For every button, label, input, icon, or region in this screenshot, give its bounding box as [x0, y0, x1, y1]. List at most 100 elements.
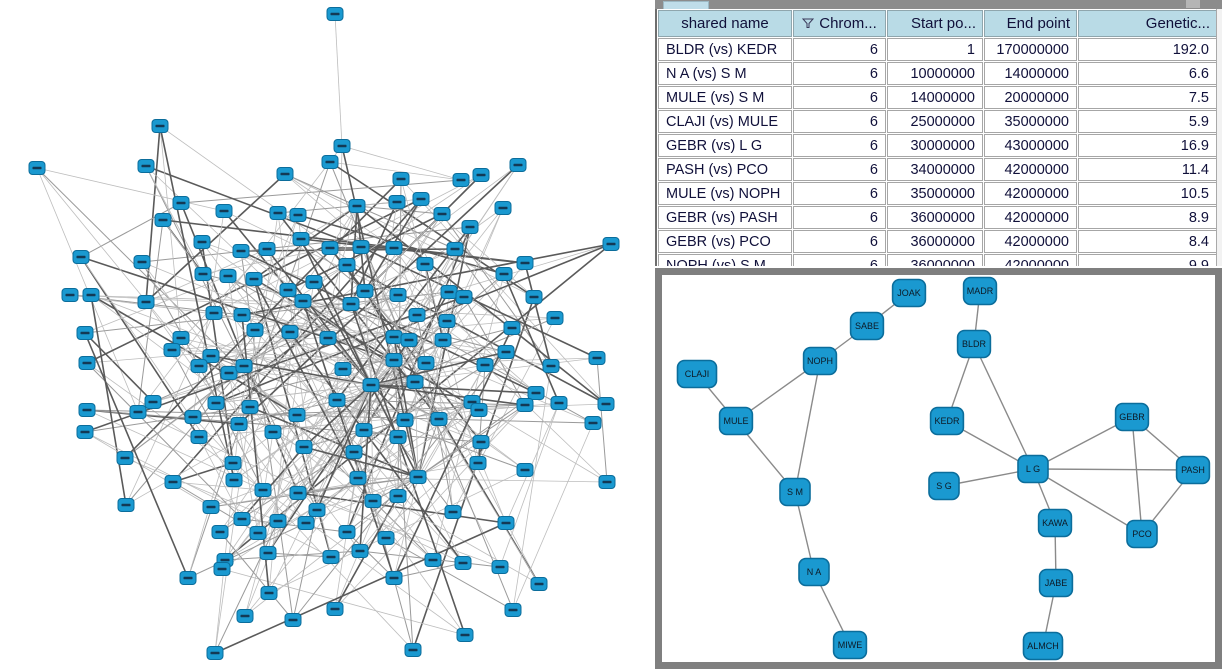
graph-node[interactable]	[326, 7, 344, 21]
graph-node[interactable]	[294, 294, 312, 308]
node-PCO[interactable]: PCO	[1126, 519, 1158, 549]
cell-value[interactable]: 6	[793, 230, 886, 253]
graph-node[interactable]	[249, 526, 267, 540]
graph-node[interactable]	[82, 288, 100, 302]
graph-node[interactable]	[205, 306, 223, 320]
node-GEBR[interactable]: GEBR	[1114, 402, 1150, 432]
graph-node[interactable]	[319, 331, 337, 345]
graph-node[interactable]	[215, 204, 233, 218]
cell-value[interactable]: 10.5	[1078, 182, 1217, 205]
cell-shared-name[interactable]: BLDR (vs) KEDR	[658, 38, 792, 61]
cell-shared-name[interactable]: MULE (vs) NOPH	[658, 182, 792, 205]
cell-value[interactable]: 16.9	[1078, 134, 1217, 157]
column-header-0[interactable]: shared name	[658, 10, 792, 37]
node-MULE[interactable]: MULE	[718, 406, 754, 436]
column-header-4[interactable]: Genetic...	[1078, 10, 1217, 37]
filter-funnel-icon[interactable]	[802, 18, 815, 29]
graph-node[interactable]	[254, 483, 272, 497]
graph-node[interactable]	[389, 288, 407, 302]
graph-node[interactable]	[588, 351, 606, 365]
cell-value[interactable]: 7.5	[1078, 86, 1217, 109]
graph-node[interactable]	[440, 285, 458, 299]
graph-node[interactable]	[202, 349, 220, 363]
graph-node[interactable]	[446, 242, 464, 256]
filtered-network-canvas[interactable]: JOAK SABE NOPH CLAJI MULE S M N A MIWE MADR BLDR K…	[662, 275, 1215, 662]
cell-value[interactable]: 8.9	[1078, 206, 1217, 229]
graph-node[interactable]	[245, 272, 263, 286]
cell-value[interactable]: 6	[793, 158, 886, 181]
graph-node[interactable]	[163, 343, 181, 357]
graph-node[interactable]	[385, 330, 403, 344]
graph-node[interactable]	[230, 417, 248, 431]
table-row[interactable]: GEBR (vs) PASH 6 36000000 42000000 8.9	[658, 206, 1217, 229]
graph-node[interactable]	[389, 430, 407, 444]
graph-node[interactable]	[416, 257, 434, 271]
graph-node[interactable]	[137, 295, 155, 309]
node-JABE[interactable]: JABE	[1038, 568, 1074, 598]
graph-node[interactable]	[172, 196, 190, 210]
graph-node[interactable]	[546, 311, 564, 325]
network-edge[interactable]	[1032, 468, 1194, 471]
graph-node[interactable]	[461, 220, 479, 234]
graph-node[interactable]	[434, 333, 452, 347]
graph-node[interactable]	[424, 553, 442, 567]
node-S-G[interactable]: S G	[928, 471, 960, 501]
graph-node[interactable]	[321, 155, 339, 169]
graph-node[interactable]	[351, 544, 369, 558]
cell-value[interactable]: 6	[793, 182, 886, 205]
cell-value[interactable]: 42000000	[984, 230, 1077, 253]
graph-node[interactable]	[430, 412, 448, 426]
cell-shared-name[interactable]: GEBR (vs) PASH	[658, 206, 792, 229]
graph-node[interactable]	[598, 475, 616, 489]
graph-node[interactable]	[362, 378, 380, 392]
graph-node[interactable]	[292, 232, 310, 246]
cell-value[interactable]: 6	[793, 86, 886, 109]
graph-node[interactable]	[385, 571, 403, 585]
graph-node[interactable]	[456, 628, 474, 642]
graph-node[interactable]	[338, 258, 356, 272]
graph-node[interactable]	[530, 577, 548, 591]
graph-node[interactable]	[542, 359, 560, 373]
node-NOPH[interactable]: NOPH	[802, 346, 838, 376]
graph-node[interactable]	[129, 405, 147, 419]
graph-node[interactable]	[364, 494, 382, 508]
graph-node[interactable]	[219, 269, 237, 283]
network-edge[interactable]	[794, 360, 821, 493]
table-row[interactable]: N A (vs) S M 6 10000000 14000000 6.6	[658, 62, 1217, 85]
graph-node[interactable]	[297, 516, 315, 530]
graph-node[interactable]	[444, 505, 462, 519]
graph-node[interactable]	[396, 413, 414, 427]
network-edge[interactable]	[1032, 468, 1143, 535]
table-row[interactable]: CLAJI (vs) MULE 6 25000000 35000000 5.9	[658, 110, 1217, 133]
graph-node[interactable]	[326, 602, 344, 616]
graph-node[interactable]	[72, 250, 90, 264]
network-edge[interactable]	[973, 343, 1034, 470]
graph-node[interactable]	[190, 430, 208, 444]
graph-node[interactable]	[295, 440, 313, 454]
node-CLAJI[interactable]: CLAJI	[676, 359, 718, 389]
graph-node[interactable]	[76, 326, 94, 340]
graph-node[interactable]	[389, 489, 407, 503]
graph-node[interactable]	[190, 359, 208, 373]
graph-node[interactable]	[264, 425, 282, 439]
graph-node[interactable]	[404, 643, 422, 657]
graph-node[interactable]	[76, 425, 94, 439]
table-row[interactable]: MULE (vs) S M 6 14000000 20000000 7.5	[658, 86, 1217, 109]
cell-value[interactable]: 36000000	[887, 206, 983, 229]
cell-shared-name[interactable]: GEBR (vs) L G	[658, 134, 792, 157]
cell-value[interactable]: 36000000	[887, 254, 983, 266]
graph-node[interactable]	[233, 308, 251, 322]
graph-node[interactable]	[154, 213, 172, 227]
graph-node[interactable]	[408, 308, 426, 322]
column-header-1[interactable]: Chrom...	[793, 10, 886, 37]
graph-node[interactable]	[308, 503, 326, 517]
graph-node[interactable]	[144, 395, 162, 409]
cell-value[interactable]: 42000000	[984, 206, 1077, 229]
cell-value[interactable]: 42000000	[984, 182, 1077, 205]
graph-node[interactable]	[28, 161, 46, 175]
cell-value[interactable]: 6	[793, 254, 886, 266]
cell-value[interactable]: 35000000	[887, 182, 983, 205]
graph-node[interactable]	[333, 139, 351, 153]
graph-node[interactable]	[281, 325, 299, 339]
node-ALMCH[interactable]: ALMCH	[1022, 631, 1064, 661]
